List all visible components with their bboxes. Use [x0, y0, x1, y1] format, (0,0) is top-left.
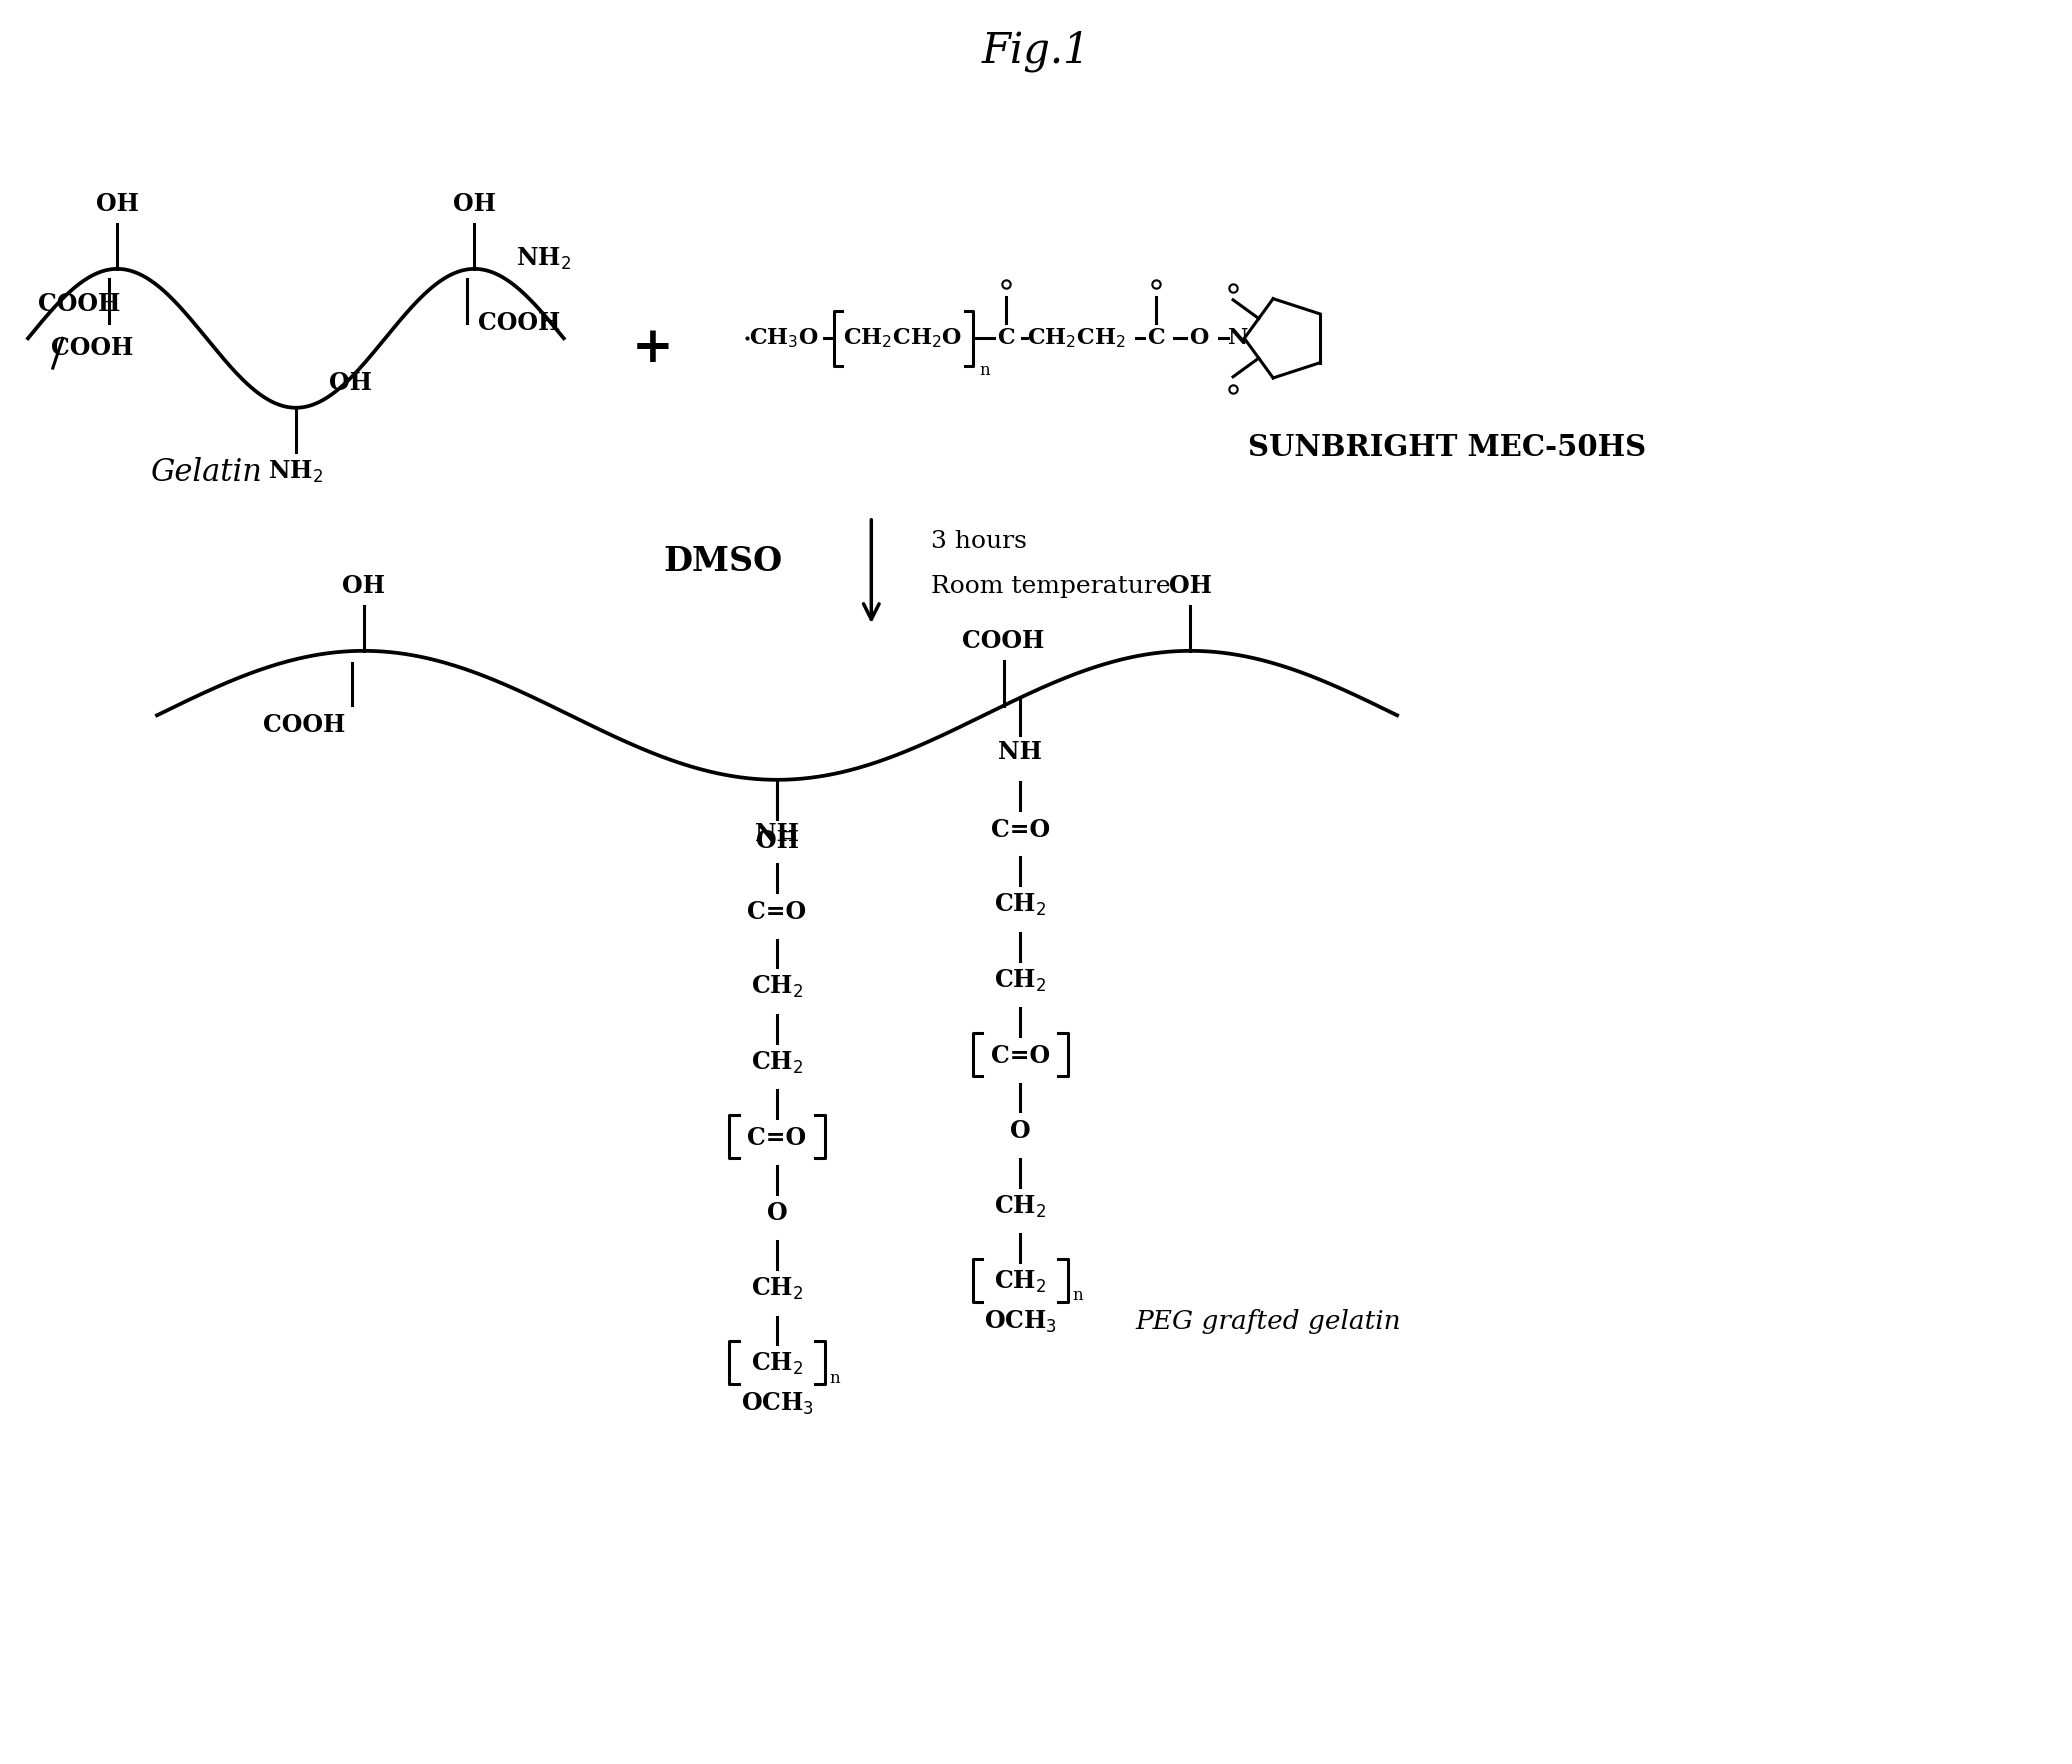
Text: C=O: C=O [748, 1125, 806, 1150]
Text: OH: OH [1169, 575, 1212, 598]
Text: +: + [632, 325, 673, 372]
Text: COOH: COOH [479, 312, 559, 335]
Text: CH$_2$: CH$_2$ [995, 1194, 1046, 1219]
Text: N: N [1229, 328, 1249, 349]
Text: Fig.1: Fig.1 [982, 30, 1090, 72]
Text: NH$_2$: NH$_2$ [516, 245, 572, 272]
Text: NH$_2$: NH$_2$ [269, 459, 323, 485]
Text: NH: NH [999, 741, 1042, 764]
Text: CH$_2$: CH$_2$ [995, 967, 1046, 993]
Text: n: n [829, 1369, 839, 1387]
Text: OH: OH [329, 370, 373, 395]
Text: Gelatin: Gelatin [151, 457, 263, 489]
Text: CH$_2$CH$_2$: CH$_2$CH$_2$ [1028, 326, 1125, 349]
Text: COOH: COOH [961, 630, 1044, 653]
Text: O: O [1009, 1120, 1030, 1143]
Text: OH: OH [342, 575, 385, 598]
Text: C: C [997, 328, 1015, 349]
Text: O: O [767, 1201, 787, 1226]
Text: NH: NH [754, 822, 800, 847]
Text: OCH$_3$: OCH$_3$ [740, 1390, 814, 1416]
Text: O: O [1189, 328, 1208, 349]
Text: n: n [1073, 1288, 1084, 1304]
Text: CH$_2$: CH$_2$ [995, 1268, 1046, 1295]
Text: C=O: C=O [748, 900, 806, 924]
Text: CH$_2$: CH$_2$ [995, 893, 1046, 919]
Text: C=O: C=O [990, 1044, 1051, 1067]
Text: DMSO: DMSO [663, 545, 781, 579]
Text: OH: OH [95, 192, 139, 217]
Text: OCH$_3$: OCH$_3$ [984, 1309, 1057, 1335]
Text: COOH: COOH [263, 713, 346, 737]
Text: n: n [980, 362, 990, 379]
Text: OH: OH [454, 192, 495, 217]
Text: 3 hours: 3 hours [930, 531, 1028, 554]
Text: CH$_2$CH$_2$O: CH$_2$CH$_2$O [843, 326, 963, 349]
Text: OH: OH [756, 829, 798, 854]
Text: COOH: COOH [39, 291, 120, 316]
Text: C: C [1148, 328, 1164, 349]
Text: CH$_3$O: CH$_3$O [750, 326, 818, 349]
Text: Room temperature: Room temperature [930, 575, 1171, 598]
Text: CH$_2$: CH$_2$ [750, 974, 804, 1000]
Text: CH$_2$: CH$_2$ [750, 1050, 804, 1076]
Text: CH$_2$: CH$_2$ [750, 1275, 804, 1302]
Text: C=O: C=O [990, 818, 1051, 841]
Text: PEG grafted gelatin: PEG grafted gelatin [1135, 1309, 1401, 1334]
Text: COOH: COOH [52, 337, 135, 360]
Text: CH$_2$: CH$_2$ [750, 1351, 804, 1378]
Text: SUNBRIGHT MEC-50HS: SUNBRIGHT MEC-50HS [1247, 432, 1645, 462]
